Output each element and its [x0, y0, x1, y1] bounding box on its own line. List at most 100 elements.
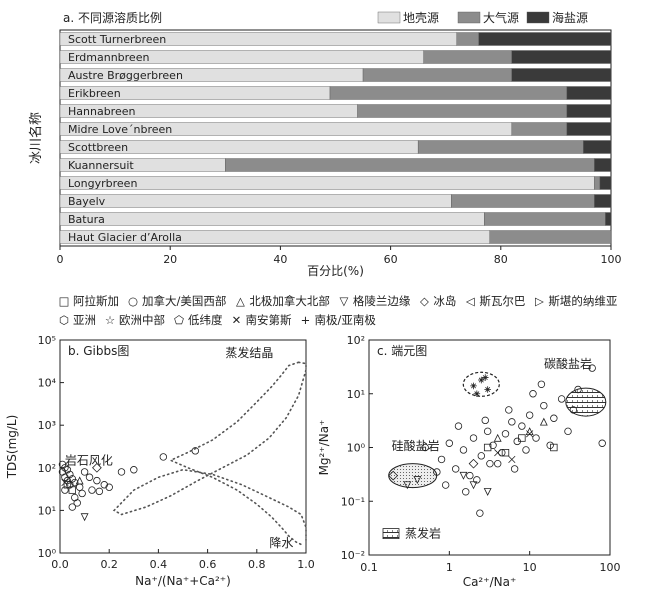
y-tick-label-c: 10⁻²: [341, 549, 365, 562]
point-b-加拿大/美国西部: [63, 466, 72, 474]
point-c-加拿大/美国西部: [588, 364, 596, 372]
x-tick-label-a: 20: [163, 253, 177, 266]
panel-b-title: b. Gibbs图: [68, 344, 129, 358]
point-b-加拿大/美国西部: [61, 486, 69, 494]
point-c-格陵兰边缘: [483, 488, 492, 496]
bar-Scott Turnerbreen-大气源: [456, 32, 479, 46]
marker-symbol-icon: △: [235, 294, 245, 308]
y-tick-label-b: 10¹: [38, 504, 56, 517]
point-c-加拿大/美国西部: [505, 406, 513, 414]
category-label: Austre Brøggerbreen: [68, 69, 183, 82]
point-b-加拿大/美国西部: [159, 453, 168, 461]
gibbs-envelope-inner: [112, 361, 307, 541]
panel-a-title: a. 不同源溶质比例: [63, 10, 162, 25]
x-tick-label-c: 0.1: [360, 561, 378, 574]
point-b-加拿大/美国西部: [95, 487, 104, 496]
legend-item: ⬠ 低纬度: [173, 313, 223, 327]
panel-b-xlabel: Na⁺/(Na⁺+Ca²⁺): [135, 574, 231, 588]
point-b-北极加拿大北部: [75, 476, 84, 485]
point-c-加拿大/美国西部: [510, 465, 519, 473]
point-b-加拿大/美国西部: [88, 486, 96, 494]
marker-symbol-icon: ○: [127, 294, 139, 308]
point-c-加拿大/美国西部: [529, 390, 537, 398]
legend-item: ▽ 格陵兰边缘: [338, 294, 410, 308]
point-c-加拿大/美国西部: [441, 481, 450, 489]
x-tick-label-b: 0.8: [248, 558, 266, 571]
point-c-北极加拿大北部: [493, 433, 502, 442]
y-tick-label-c: 10⁰: [347, 442, 366, 455]
point-c-加拿大/美国西部: [486, 459, 494, 468]
point-c-加拿大/美国西部: [445, 439, 454, 447]
endmember-carbonate: [565, 387, 607, 417]
point-c-加拿大/美国西部: [421, 443, 429, 452]
point-c-格陵兰边缘: [459, 471, 468, 480]
point-c-阿拉斯加: [518, 434, 526, 442]
legend-item: ✕ 南安第斯: [231, 313, 292, 327]
bar-Erikbreen-海盐源: [566, 86, 612, 100]
legend-item: ◁ 斯瓦尔巴: [464, 294, 525, 308]
legend-label: 南极/亚南极: [314, 313, 376, 327]
y-tick-label-b: 10⁵: [38, 334, 56, 347]
point-c-南安第斯: [508, 455, 516, 464]
point-c-加拿大/美国西部: [532, 434, 540, 442]
panel-b-ylabel: TDS(mg/L): [5, 415, 19, 480]
category-label: Batura: [68, 213, 105, 226]
point-c-加拿大/美国西部: [476, 509, 484, 517]
bar-Longyrbreen-大气源: [594, 176, 601, 190]
marker-legend: □ 阿拉斯加 ○ 加拿大/美国西部 △ 北极加拿大北部 ▽ 格陵兰边缘 ◇ 冰岛 ◁ 斯瓦尔巴 ▷ 斯堪的…: [58, 292, 638, 332]
point-b-加拿大/美国西部: [117, 468, 126, 476]
point-b-格陵兰边缘: [80, 513, 89, 522]
legend-swatch-大气源: [457, 11, 481, 24]
x-tick-label-b: 0.4: [150, 558, 168, 571]
endmember-evaporite: [462, 371, 500, 397]
point-c-冰岛: [468, 458, 479, 469]
panel-c-ylabel: Mg²⁺/Na⁺: [317, 420, 331, 476]
point-c-加拿大/美国西部: [481, 416, 489, 425]
y-tick-label-b: 10³: [38, 419, 56, 432]
evaporite-swatch: [382, 528, 400, 539]
legend-item: ▷ 斯堪的纳维亚: [533, 294, 617, 308]
point-b-加拿大/美国西部: [85, 473, 94, 481]
point-b-加拿大/美国西部: [105, 483, 113, 491]
bar-Scottbreen-大气源: [417, 140, 584, 154]
panel-b-frame: [59, 339, 307, 554]
point-b-加拿大/美国西部: [130, 466, 138, 474]
marker-symbol-icon: ⬠: [174, 313, 184, 327]
point-b-阿拉斯加: [63, 481, 72, 489]
point-b-加拿大/美国西部: [71, 478, 79, 487]
annotation-silicate: 硅酸盐岩: [392, 438, 440, 453]
point-b-加拿大/美国西部: [80, 468, 89, 476]
point-b-加拿大/美国西部: [78, 489, 86, 498]
bar-Kuannersuit-海盐源: [594, 158, 612, 172]
point-c-加拿大/美国西部: [518, 422, 526, 430]
legend-swatch-海盐源: [526, 11, 550, 24]
bar-Scottbreen-海盐源: [583, 140, 612, 154]
point-c-加拿大/美国西部: [433, 468, 441, 476]
legend-item: □ 阿拉斯加: [58, 294, 119, 308]
bar-Erikbreen-大气源: [329, 86, 568, 100]
legend-label: 北极加拿大北部: [249, 294, 330, 308]
point-c-加拿大/美国西部: [489, 441, 497, 449]
marker-symbol-icon: ◇: [419, 294, 429, 308]
legend-label-大气源: 大气源: [483, 10, 519, 25]
point-c-南安第斯: [494, 449, 502, 457]
point-c-北极加拿大北部: [539, 417, 548, 426]
marker-symbol-icon: ▷: [534, 294, 544, 308]
point-b-加拿大/美国西部: [191, 447, 199, 455]
marker-symbol-icon: ◁: [465, 294, 475, 308]
point-c-加拿大/美国西部: [522, 446, 530, 454]
point-c-加拿大/美国西部: [473, 476, 481, 484]
point-b-冰岛: [92, 462, 102, 473]
bar-Bayelv-大气源: [451, 194, 595, 208]
point-c-加拿大/美国西部: [537, 380, 546, 388]
point-c-加拿大/美国西部: [525, 411, 534, 419]
legend-label-海盐源: 海盐源: [552, 10, 588, 25]
category-label: Longyrbreen: [68, 177, 137, 190]
point-c-欧洲中部: [470, 382, 477, 390]
bar-Austre Brøggerbreen-海盐源: [511, 68, 612, 82]
legend-label-地壳源: 地壳源: [403, 11, 439, 25]
panel-a-ylabel: 冰川名称: [28, 112, 44, 164]
legend-label: 斯堪的纳维亚: [548, 294, 618, 308]
panel-a-frame: [59, 29, 612, 247]
bar-Longyrbreen-海盐源: [599, 176, 612, 190]
